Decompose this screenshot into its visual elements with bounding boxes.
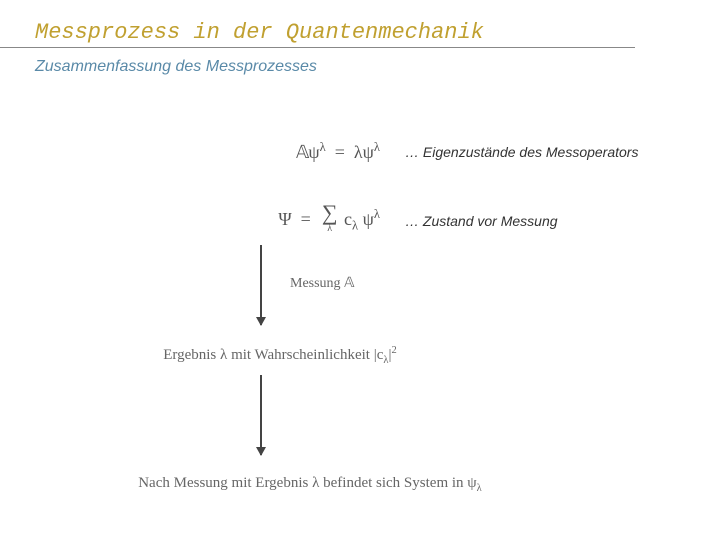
row-eigen: 𝔸ψλ = λψλ … Eigenzustände des Messoperat…: [0, 140, 720, 163]
lambda-sup3: λ: [374, 207, 380, 221]
eq-state: Ψ = ∑ λ cλ ψλ: [0, 205, 405, 237]
page-title: Messprozess in der Quantenmechanik: [0, 0, 635, 48]
sum-symbol: ∑ λ: [322, 205, 338, 237]
psi2: ψ: [363, 142, 374, 162]
Psi: Ψ: [278, 209, 291, 229]
c-sub: λ: [352, 219, 358, 233]
lambda: λ: [354, 142, 363, 162]
page-subtitle: Zusammenfassung des Messprozesses: [0, 48, 720, 76]
caption-state: … Zustand vor Messung: [405, 213, 558, 229]
lambda-sup2: λ: [374, 140, 380, 154]
result-probability: Ergebnis λ mit Wahrscheinlichkeit |cλ|2: [0, 345, 640, 366]
coef-c: c: [344, 209, 352, 229]
row-state: Ψ = ∑ λ cλ ψλ … Zustand vor Messung: [0, 205, 720, 237]
arrow-2: [260, 375, 262, 455]
psi3: ψ: [363, 209, 374, 229]
operator-A: 𝔸: [296, 142, 308, 162]
psi: ψ: [308, 142, 319, 162]
eq-eigen: 𝔸ψλ = λψλ: [0, 140, 405, 163]
messung-label: Messung 𝔸: [290, 275, 353, 292]
lambda-sup: λ: [320, 140, 326, 154]
arrow-1: [260, 245, 262, 325]
result-collapse: Nach Messung mit Ergebnis λ befindet sic…: [0, 475, 670, 494]
caption-eigen: … Eigenzustände des Messoperators: [405, 144, 638, 160]
